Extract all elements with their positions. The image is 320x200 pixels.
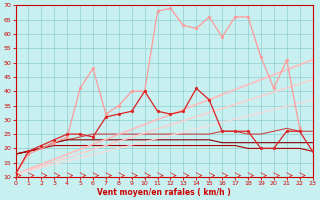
X-axis label: Vent moyen/en rafales ( km/h ): Vent moyen/en rafales ( km/h ) — [97, 188, 231, 197]
